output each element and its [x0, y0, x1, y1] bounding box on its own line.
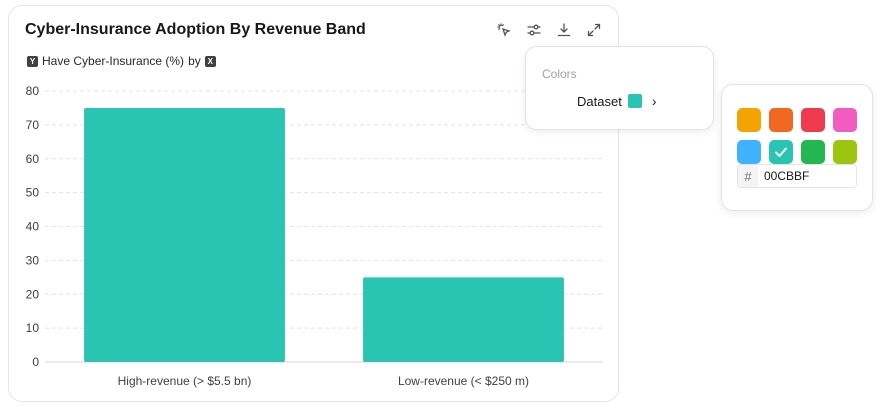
color-swatch[interactable] [801, 108, 825, 132]
by-label: by [188, 54, 201, 68]
color-swatch[interactable] [833, 108, 857, 132]
chart-toolbar [494, 20, 604, 40]
y-tick-label: 40 [26, 220, 40, 234]
color-swatch[interactable] [769, 108, 793, 132]
color-swatch[interactable] [833, 140, 857, 164]
x-tick-label: Low-revenue (< $250 m) [398, 374, 529, 388]
color-swatch[interactable] [801, 140, 825, 164]
dataset-color-swatch[interactable] [627, 94, 642, 108]
y-axis-badge[interactable]: Y [27, 55, 38, 67]
swatch-grid [737, 108, 857, 164]
check-icon [775, 147, 787, 157]
color-swatch[interactable] [737, 108, 761, 132]
pointer-icon[interactable] [494, 20, 514, 40]
sliders-icon[interactable] [524, 20, 544, 40]
dataset-color-row[interactable]: Dataset › [577, 93, 656, 109]
expand-icon[interactable] [584, 20, 604, 40]
y-tick-label: 60 [26, 152, 40, 166]
chart-title: Cyber-Insurance Adoption By Revenue Band [25, 21, 366, 38]
download-icon[interactable] [554, 20, 574, 40]
y-tick-label: 80 [26, 84, 40, 98]
y-tick-label: 30 [26, 253, 40, 267]
hex-color-input[interactable] [758, 165, 856, 187]
bar-chart: 0 10 20 30 40 50 60 70 80 High-revenue (> $5.5 bn… [26, 84, 603, 388]
colors-popover: Colors Dataset › [525, 46, 714, 130]
y-tick-label: 20 [26, 287, 40, 301]
y-tick-label: 70 [26, 118, 40, 132]
bar[interactable] [84, 107, 285, 362]
x-axis-badge[interactable]: X [204, 55, 216, 67]
y-axis-field: Have Cyber-Insurance (%) [42, 54, 185, 68]
y-tick-label: 0 [32, 355, 39, 369]
chevron-right-icon[interactable]: › [651, 93, 657, 109]
hash-label: # [738, 165, 758, 187]
colors-heading: Colors [542, 67, 577, 81]
color-picker: # [721, 84, 873, 211]
x-tick-label: High-revenue (> $5.5 bn) [118, 374, 252, 388]
dataset-label: Dataset [577, 93, 622, 109]
chart-subtitle: Y Have Cyber-Insurance (%) by X [27, 54, 216, 68]
hex-input-row: # [737, 164, 857, 188]
y-tick-label: 50 [26, 186, 40, 200]
y-tick-label: 10 [26, 321, 40, 335]
color-swatch[interactable] [769, 140, 793, 164]
bar[interactable] [363, 277, 564, 362]
color-swatch[interactable] [737, 140, 761, 164]
